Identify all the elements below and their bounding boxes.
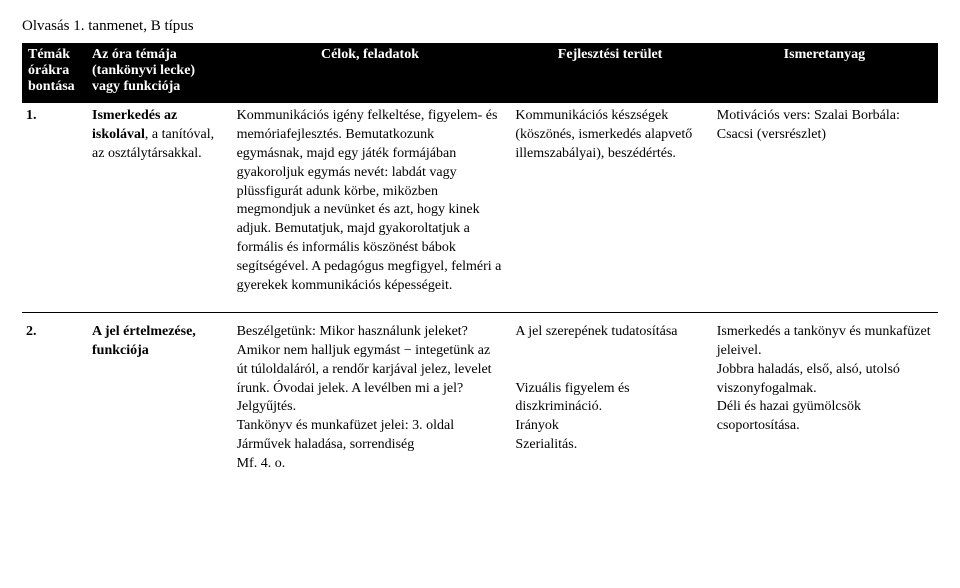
row-goals: Beszélgetünk: Mikor használunk jeleket? … xyxy=(231,312,510,490)
row-goals: Kommunikációs igény felkeltése, figyelem… xyxy=(231,103,510,312)
topic-bold: A jel értelmezése, funkciója xyxy=(92,324,196,358)
col-header-topics: Témák órákra bontása xyxy=(22,43,86,103)
row-number: 2. xyxy=(22,312,86,490)
lesson-table: Témák órákra bontása Az óra témája (tank… xyxy=(22,43,938,490)
row-material: Motivációs vers: Szalai Borbála: Csacsi … xyxy=(711,103,938,312)
row-material: Ismerkedés a tankönyv és munkafüzet jele… xyxy=(711,312,938,490)
col-header-area: Fejlesztési terület xyxy=(509,43,710,103)
row-area: Kommunikációs készségek (köszönés, ismer… xyxy=(509,103,710,312)
table-row: 2. A jel értelmezése, funkciója Beszélge… xyxy=(22,312,938,490)
table-row: 1. Ismerkedés az iskolával, a tanítóval,… xyxy=(22,103,938,312)
table-header-row: Témák órákra bontása Az óra témája (tank… xyxy=(22,43,938,103)
col-header-goals: Célok, feladatok xyxy=(231,43,510,103)
document-title: Olvasás 1. tanmenet, B típus xyxy=(22,18,938,35)
col-header-material: Ismeretanyag xyxy=(711,43,938,103)
row-number: 1. xyxy=(22,103,86,312)
row-area: A jel szerepének tudatosításaVizuális fi… xyxy=(509,312,710,490)
col-header-lesson: Az óra témája (tankönyvi lecke) vagy fun… xyxy=(86,43,231,103)
row-topic: Ismerkedés az iskolával, a tanítóval, az… xyxy=(86,103,231,312)
row-topic: A jel értelmezése, funkciója xyxy=(86,312,231,490)
